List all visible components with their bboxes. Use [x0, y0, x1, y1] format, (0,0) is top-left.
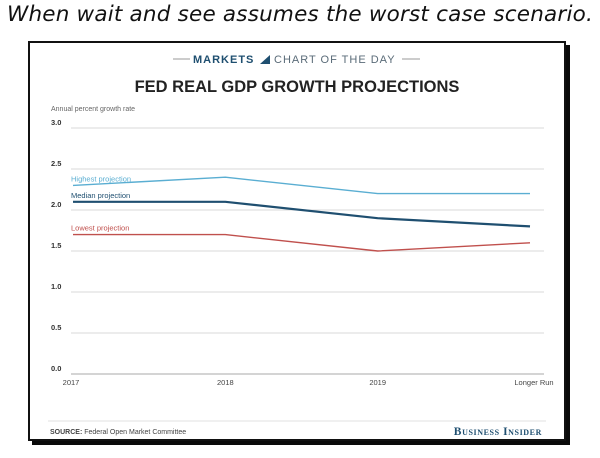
- x-tick-label: 2019: [369, 378, 386, 387]
- y-tick-label: 0.5: [51, 323, 61, 332]
- series-line-lowest-projection: [73, 233, 531, 252]
- brand-markets: MARKETS: [193, 54, 254, 66]
- y-axis-label: Annual percent growth rate: [51, 106, 135, 113]
- series-line-highest-projection: [72, 176, 530, 195]
- x-tick-label: 2017: [63, 378, 80, 387]
- brand-chart-of-the-day: CHART OF THE DAY: [274, 54, 396, 66]
- y-tick-labels: 0.0 0.5 1.0 1.5 2.0 2.5 3.0: [51, 118, 61, 373]
- y-tick-label: 3.0: [51, 118, 61, 127]
- series-lines: [72, 176, 531, 252]
- chart-title: FED REAL GDP GROWTH PROJECTIONS: [135, 78, 460, 96]
- series-labels: Highest projection Median projection Lowes…: [71, 174, 131, 232]
- grid: [71, 127, 544, 375]
- series-label: Lowest projection: [71, 224, 129, 233]
- chart-frame: MARKETS CHART OF THE DAY FED REAL GDP GR…: [28, 41, 566, 441]
- source-text: Federal Open Market Committee: [84, 429, 186, 436]
- y-tick-label: 2.0: [51, 200, 61, 209]
- x-tick-label: Longer Run: [514, 378, 553, 387]
- series-label: Highest projection: [71, 174, 131, 183]
- caption: When wait and see assumes the worst case…: [6, 2, 594, 27]
- y-tick-label: 1.0: [51, 282, 61, 291]
- y-tick-label: 2.5: [51, 159, 61, 168]
- series-line-median-projection: [73, 200, 531, 228]
- source-label: SOURCE:: [50, 429, 82, 436]
- x-tick-label: 2018: [217, 378, 234, 387]
- chart: MARKETS CHART OF THE DAY FED REAL GDP GR…: [48, 54, 554, 438]
- source-note: SOURCE: Federal Open Market Committee: [50, 429, 186, 436]
- brand-chart-icon: [260, 55, 270, 64]
- x-tick-labels: 2017 2018 2019 Longer Run: [63, 378, 554, 387]
- series-label: Median projection: [71, 191, 130, 200]
- y-tick-label: 1.5: [51, 241, 61, 250]
- publisher-logo: Business Insider: [454, 426, 542, 438]
- y-tick-label: 0.0: [51, 364, 61, 373]
